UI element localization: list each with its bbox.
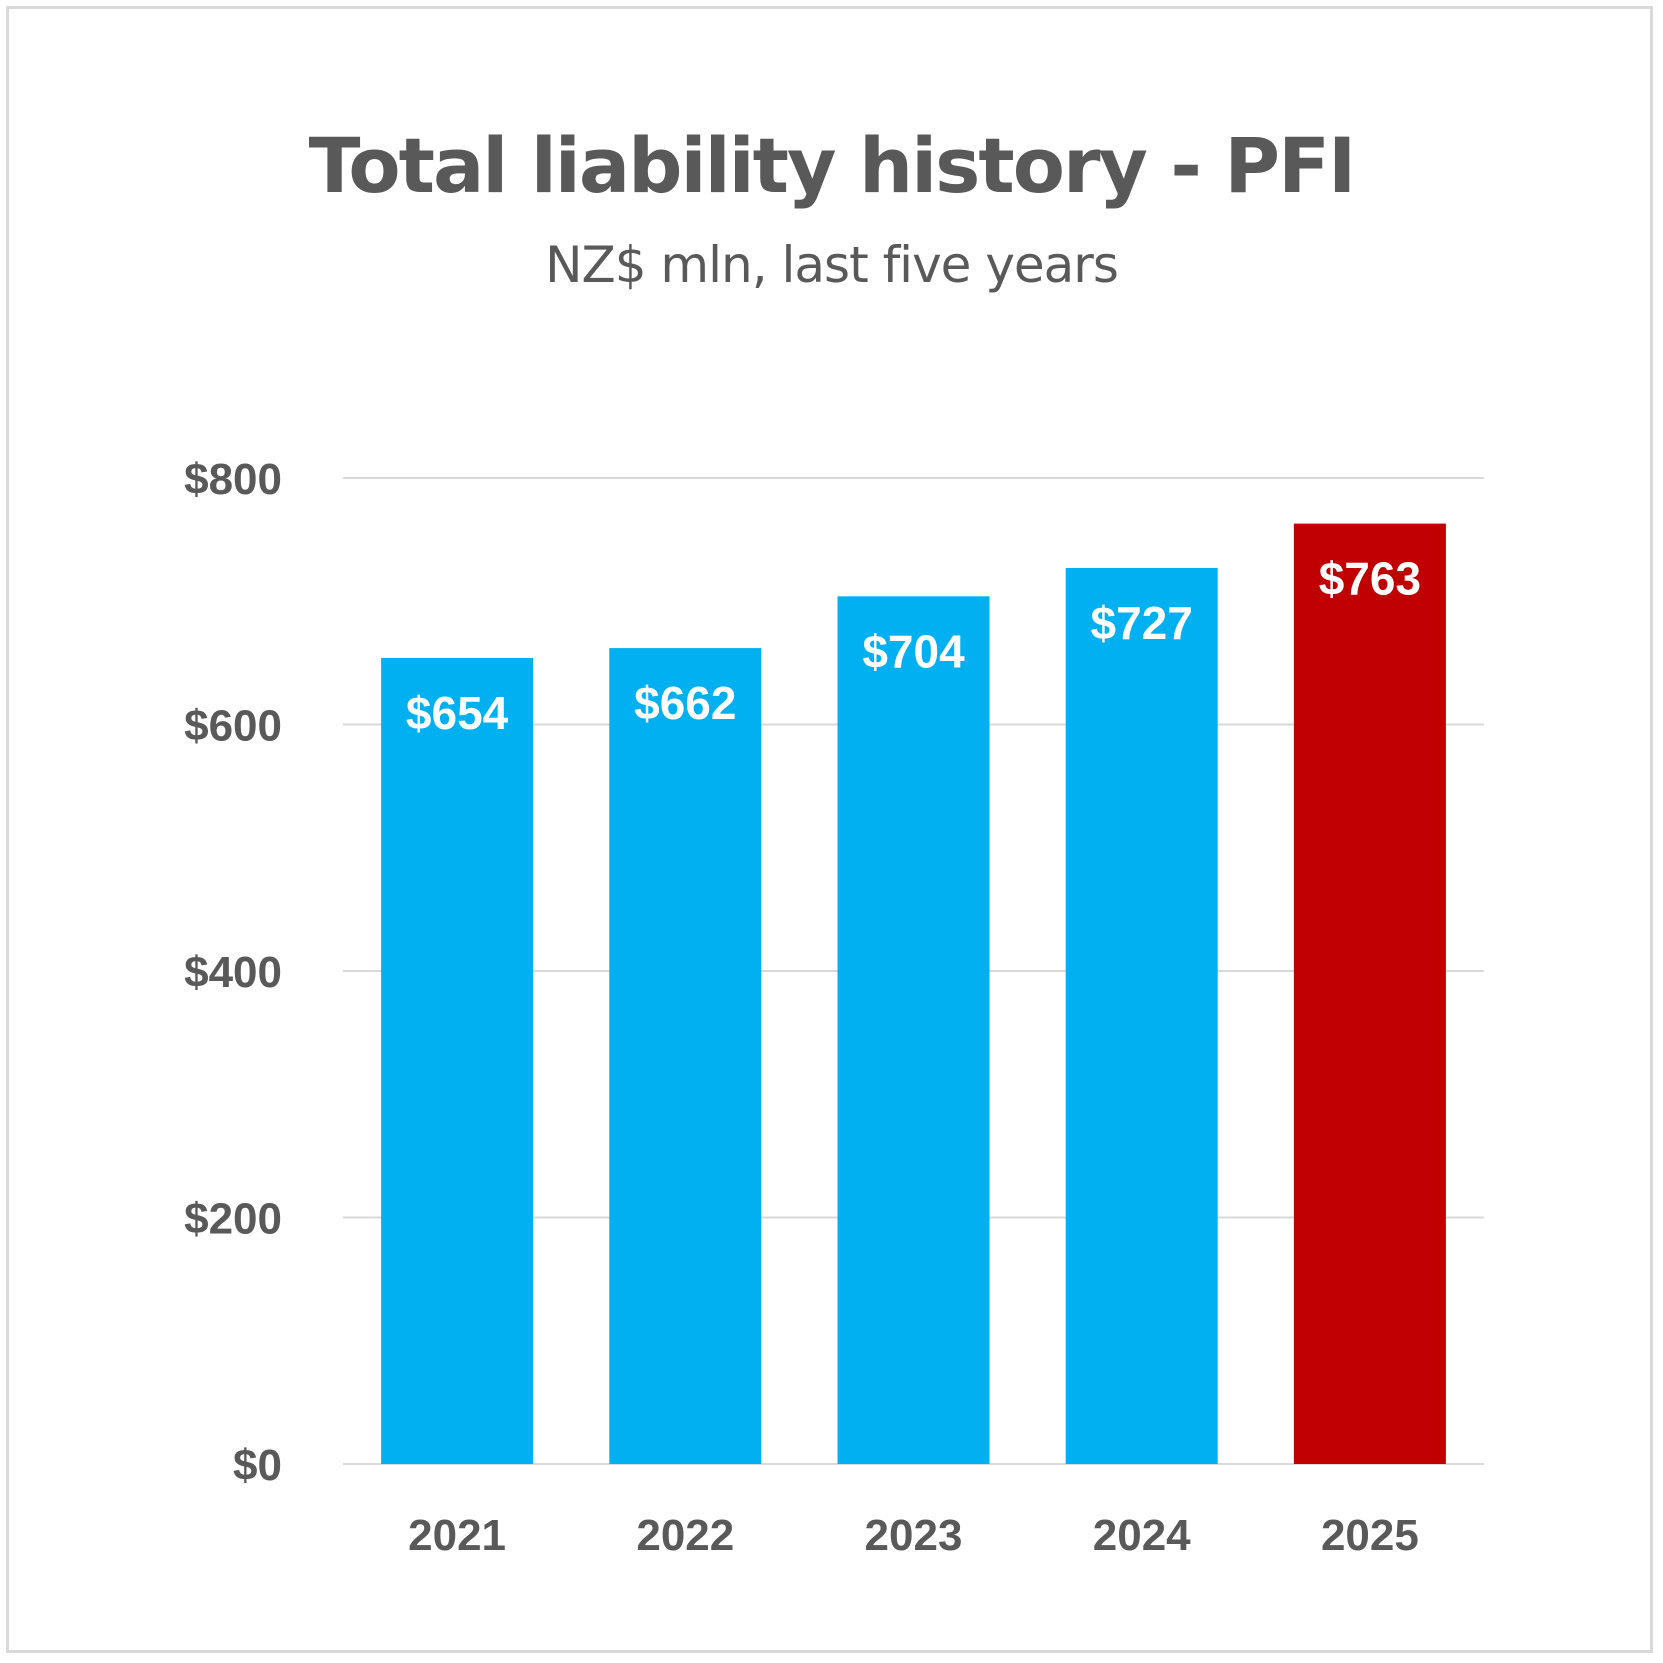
x-axis-categories: 2021 2022 2023 2024 2025 [408,1511,1419,1560]
data-label-2023: $704 [862,625,965,677]
data-label-2025: $763 [1319,553,1421,605]
y-tick-label: $400 [184,948,282,997]
bar-2024 [1065,567,1218,1464]
y-tick-label: $200 [184,1195,282,1244]
y-tick-label: $600 [184,702,282,751]
x-category-label: 2021 [408,1511,506,1560]
bar-2023 [837,596,990,1464]
data-labels: $654 $662 $704 $727 $763 [406,553,1421,739]
bar-2021 [381,657,534,1464]
chart-title: Total liability history - PFI [308,121,1357,210]
y-tick-label: $0 [233,1441,282,1490]
bar-2022 [609,648,762,1464]
bar-2025 [1293,523,1446,1464]
data-label-2024: $727 [1091,597,1193,649]
x-category-label: 2025 [1321,1511,1419,1560]
y-tick-label: $800 [184,455,282,504]
x-category-label: 2024 [1093,1511,1191,1560]
data-label-2022: $662 [634,677,736,729]
y-axis-ticks: $0 $200 $400 $600 $800 [184,455,282,1490]
x-category-label: 2023 [865,1511,963,1560]
data-label-2021: $654 [406,687,509,739]
x-category-label: 2022 [636,1511,734,1560]
bars [381,523,1446,1464]
chart-subtitle: NZ$ mln, last five years [545,236,1119,294]
